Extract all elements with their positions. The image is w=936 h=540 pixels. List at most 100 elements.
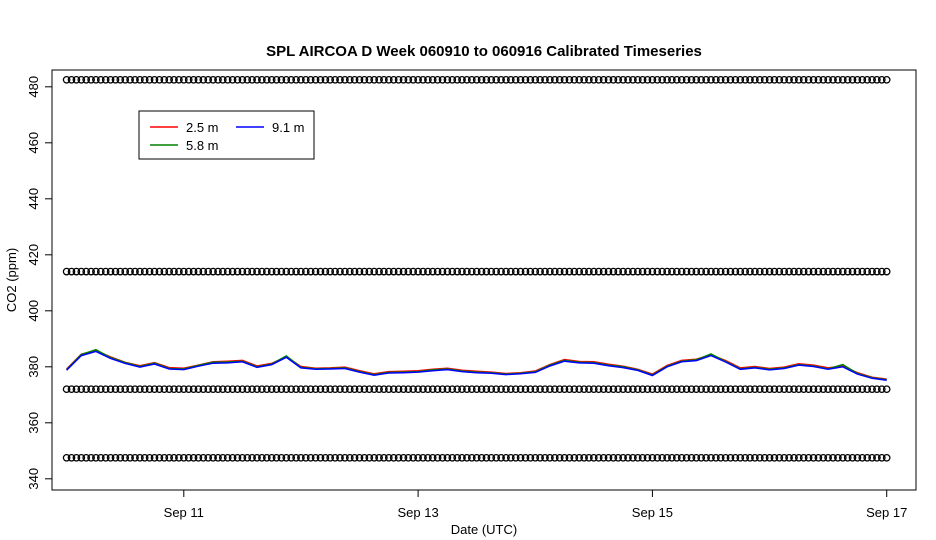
ref-point-2-13: [126, 385, 134, 394]
ref-point-2-76: [433, 385, 442, 394]
ref-point-2-109: [594, 385, 603, 394]
ref-point-2-163: [858, 385, 867, 394]
ref-point-1-109: [594, 267, 603, 276]
ref-point-0-159: [838, 75, 847, 84]
ref-point-0-17: [145, 75, 154, 84]
ref-point-3-28: [199, 453, 208, 462]
ref-point-0-121: [653, 75, 662, 84]
ref-point-3-85: [477, 453, 486, 462]
ref-point-2-67: [389, 385, 398, 394]
ref-point-1-124: [668, 267, 676, 276]
ref-point-2-118: [638, 385, 647, 394]
ref-point-2-135: [721, 385, 730, 394]
ref-point-3-136: [726, 453, 735, 462]
ref-point-1-130: [697, 267, 706, 276]
ref-point-1-103: [565, 267, 574, 276]
ref-point-1-156: [824, 267, 832, 276]
ref-point-1-22: [170, 267, 178, 276]
ref-point-0-86: [482, 75, 491, 84]
ref-point-1-88: [492, 267, 501, 276]
x-axis: Sep 11 Sep 13 Sep 15 Sep 17: [164, 490, 907, 520]
ref-point-1-55: [331, 267, 339, 276]
ref-point-1-16: [140, 267, 149, 276]
ref-point-1-10: [111, 267, 120, 276]
ref-point-1-118: [638, 267, 647, 276]
ref-point-0-111: [604, 75, 613, 84]
ref-point-0-136: [726, 75, 735, 84]
ref-point-0-95: [526, 75, 535, 84]
ref-point-1-77: [438, 267, 447, 276]
ref-point-2-81: [458, 385, 466, 394]
ref-point-0-64: [375, 75, 383, 84]
ref-point-1-58: [345, 267, 354, 276]
y-tick-label-0: 340: [26, 468, 41, 490]
ref-point-1-157: [829, 267, 837, 276]
ref-point-0-93: [516, 75, 525, 84]
ref-point-2-21: [165, 385, 174, 394]
ref-point-2-149: [790, 385, 798, 394]
ref-point-3-125: [672, 453, 681, 462]
ref-point-0-108: [589, 75, 598, 84]
ref-point-0-44: [277, 75, 286, 84]
ref-point-0-73: [419, 75, 427, 84]
ref-point-2-102: [560, 385, 569, 394]
ref-point-0-36: [238, 75, 247, 84]
ref-point-3-126: [677, 453, 686, 462]
ref-point-0-91: [506, 75, 515, 84]
ref-point-0-14: [131, 75, 139, 84]
ref-point-0-34: [228, 75, 237, 84]
ref-point-2-68: [394, 385, 403, 394]
ref-point-1-94: [521, 267, 530, 276]
ref-point-3-145: [770, 453, 779, 462]
ref-point-1-146: [775, 267, 784, 276]
ref-point-3-23: [175, 453, 183, 462]
ref-point-0-158: [834, 75, 842, 84]
ref-point-2-24: [179, 385, 188, 394]
ref-point-1-40: [258, 267, 266, 276]
ref-point-1-128: [687, 267, 696, 276]
ref-point-2-158: [834, 385, 842, 394]
ref-point-0-120: [648, 75, 657, 84]
ref-point-1-37: [243, 267, 252, 276]
ref-point-3-84: [472, 453, 481, 462]
ref-point-3-123: [663, 453, 671, 462]
ref-point-1-57: [341, 267, 349, 276]
ref-point-1-35: [233, 267, 242, 276]
ref-point-3-12: [121, 453, 130, 462]
ref-point-2-49: [301, 385, 310, 394]
ref-point-2-0: [62, 385, 71, 394]
ref-point-3-156: [824, 453, 832, 462]
ref-point-1-133: [712, 267, 720, 276]
ref-point-3-39: [253, 453, 261, 462]
ref-point-1-151: [799, 267, 808, 276]
ref-point-0-148: [785, 75, 793, 84]
ref-point-2-79: [448, 385, 457, 394]
ref-point-3-34: [228, 453, 237, 462]
ref-point-1-121: [653, 267, 662, 276]
ref-point-2-84: [472, 385, 481, 394]
ref-point-1-114: [619, 267, 627, 276]
ref-point-2-28: [199, 385, 208, 394]
ref-point-3-142: [755, 453, 764, 462]
ref-point-0-80: [453, 75, 462, 84]
ref-point-3-74: [424, 453, 432, 462]
ref-point-2-87: [487, 385, 496, 394]
ref-point-0-83: [467, 75, 476, 84]
ref-point-0-166: [873, 75, 881, 84]
ref-point-0-65: [380, 75, 388, 84]
ref-point-0-48: [297, 75, 305, 84]
ref-point-0-106: [580, 75, 588, 84]
ref-point-0-138: [736, 75, 745, 84]
ref-point-1-78: [443, 267, 452, 276]
ref-point-2-117: [633, 385, 642, 394]
ref-point-2-119: [643, 385, 652, 394]
ref-point-1-166: [873, 267, 881, 276]
ref-point-3-46: [287, 453, 296, 462]
ref-point-2-75: [428, 385, 437, 394]
ref-point-3-27: [194, 453, 203, 462]
ref-point-0-100: [550, 75, 559, 84]
ref-point-3-104: [570, 453, 579, 462]
ref-point-2-9: [106, 385, 115, 394]
ref-point-1-137: [731, 267, 740, 276]
ref-point-1-32: [218, 267, 227, 276]
